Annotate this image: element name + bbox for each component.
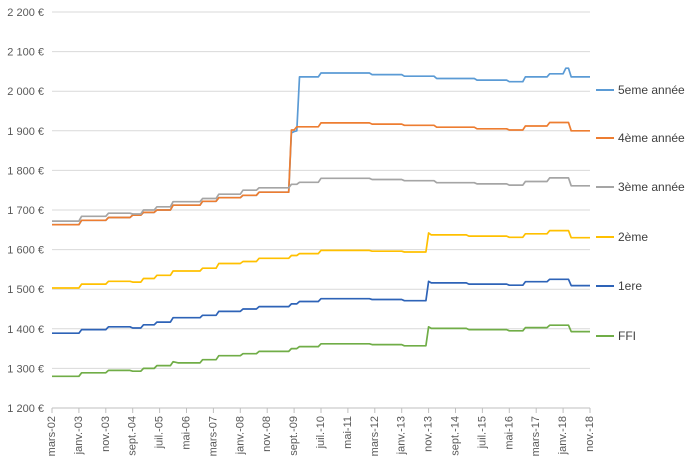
legend-label: 1ere <box>618 279 642 293</box>
x-tick-label: mars-12 <box>369 416 381 456</box>
y-tick-label: 1 800 € <box>7 165 44 177</box>
series-line-4-me-ann-e <box>52 121 590 226</box>
y-tick-label: 2 000 € <box>7 86 44 98</box>
x-tick-label: sept.-14 <box>450 416 462 456</box>
y-axis-tick-labels: 1 200 € 1 300 € 1 400 € 1 500 € 1 600 € 1 700… <box>7 7 44 415</box>
y-tick-label: 2 100 € <box>7 47 44 59</box>
y-tick-label: 2 200 € <box>7 7 44 19</box>
y-tick-label: 1 700 € <box>7 205 44 217</box>
x-tick-label: juil.-15 <box>476 416 488 449</box>
series-line-2-me <box>52 229 590 289</box>
gridlines <box>52 11 590 369</box>
legend-label: 4ème année <box>618 131 685 145</box>
legend-label: FFI <box>618 329 636 343</box>
x-tick-label: janv.-18 <box>557 416 569 455</box>
x-tick-label: juil.-05 <box>154 416 166 449</box>
x-tick-label: mai-16 <box>503 416 515 450</box>
y-tick-label: 1 500 € <box>7 284 44 296</box>
x-tick-label: juil.-10 <box>315 416 327 449</box>
x-axis-tick-labels: mars-02 janv.-03 nov.-03 sept.-04 juil.-05 ma… <box>46 416 596 456</box>
y-tick-label: 1 200 € <box>7 403 44 415</box>
x-tick-label: sept.-04 <box>127 416 139 456</box>
x-tick-label: nov.-08 <box>261 416 273 452</box>
x-tick-label: nov.-18 <box>584 416 596 452</box>
y-tick-label: 1 600 € <box>7 245 44 257</box>
legend-label: 2ème <box>618 230 648 244</box>
x-tick-label: janv.-08 <box>234 416 246 455</box>
y-tick-label: 1 300 € <box>7 363 44 375</box>
series-line-ffi <box>52 324 590 378</box>
y-tick-label: 1 900 € <box>7 126 44 138</box>
series-line-1ere <box>52 278 590 335</box>
legend-label: 5eme année <box>618 83 685 97</box>
x-tick-label: mars-02 <box>46 416 58 456</box>
x-tick-label: sept.-09 <box>288 416 300 456</box>
x-tick-label: mai-06 <box>181 416 193 450</box>
x-tick-label: janv.-13 <box>396 416 408 455</box>
series-line-3-me-ann-e <box>52 177 590 222</box>
x-axis <box>51 407 591 413</box>
y-tick-label: 1 400 € <box>7 324 44 336</box>
legend: 5eme année 4ème année 3ème année 2ème 1ere FF… <box>596 83 685 343</box>
x-tick-label: mars-17 <box>530 416 542 456</box>
series-lines <box>52 67 590 378</box>
legend-label: 3ème année <box>618 180 685 194</box>
x-tick-label: nov.-03 <box>100 416 112 452</box>
x-tick-label: mars-07 <box>207 416 219 456</box>
x-tick-label: janv.-03 <box>73 416 85 455</box>
x-tick-label: mai-11 <box>342 416 354 449</box>
x-tick-label: nov.-13 <box>423 416 435 452</box>
